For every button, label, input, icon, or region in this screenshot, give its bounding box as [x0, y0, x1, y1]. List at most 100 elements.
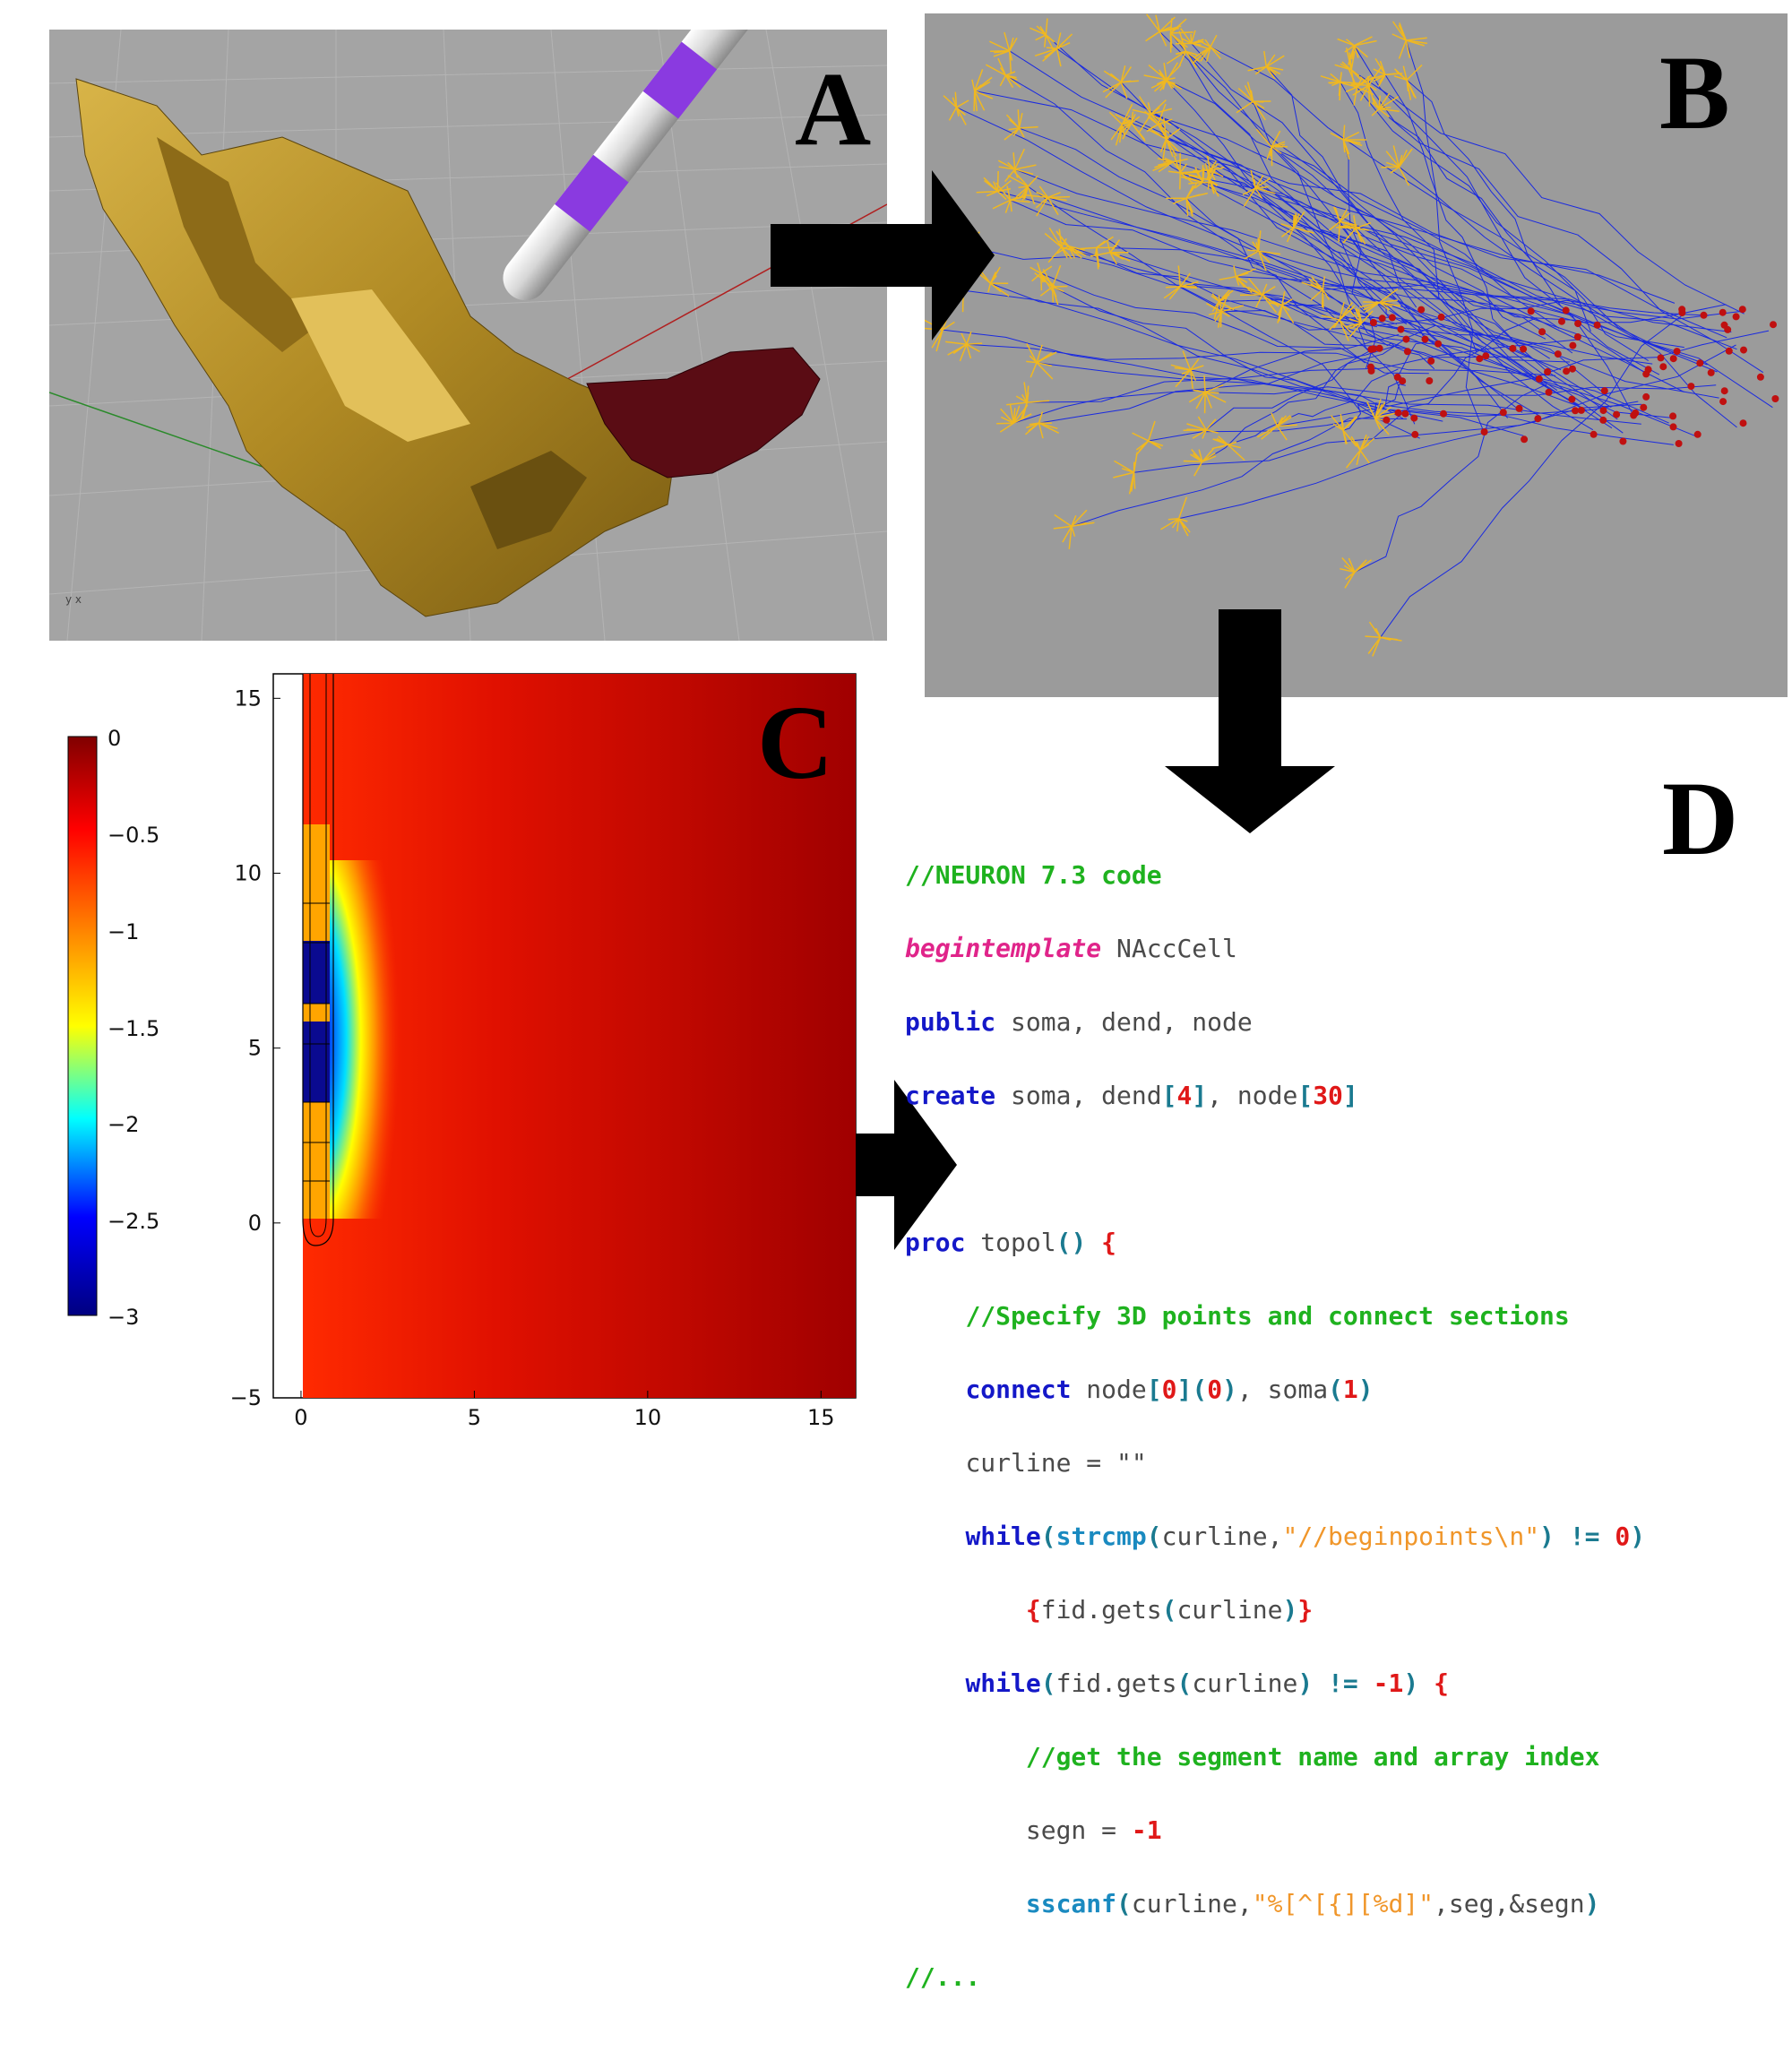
dendrite-branch [1266, 55, 1275, 66]
axon-path [1381, 316, 1682, 638]
dendrite-branch [972, 80, 975, 91]
axon-path [1039, 345, 1400, 423]
axon-terminal [1701, 312, 1708, 319]
dendrite-branch [1240, 295, 1262, 296]
dendrite-branch [1013, 152, 1015, 169]
dendrite-branch [1133, 433, 1149, 441]
x-tick-label: 10 [634, 1405, 662, 1430]
code-paren: () [1056, 1228, 1087, 1257]
axis-triad-label: y x [65, 593, 82, 606]
colorbar-tick-6: −3 [108, 1305, 139, 1330]
dendrite-branch [1115, 461, 1134, 472]
dendrite-branch [1400, 40, 1407, 58]
panel-d-code: D //NEURON 7.3 code begintemplate NAccCe… [905, 820, 1792, 1434]
dendrite-branch [1247, 250, 1258, 251]
panel-b-viewport: B [925, 13, 1788, 697]
axon-path [1357, 87, 1648, 361]
code-string: "//beginpoints\n" [1282, 1522, 1539, 1551]
axon-terminal [1726, 348, 1733, 355]
dendrite-branch [1015, 165, 1037, 169]
x-tick-label: 5 [468, 1405, 481, 1430]
code-operator: != [1328, 1668, 1358, 1698]
dendrite-branch [1000, 423, 1013, 432]
axon-terminal [1370, 319, 1377, 326]
dendrite-branch [1210, 35, 1217, 47]
axon-terminal [1642, 370, 1650, 377]
axon-terminal [1740, 419, 1747, 427]
axon-terminal [1733, 313, 1740, 320]
code-number: 0 [1207, 1375, 1222, 1404]
dendrite-branch [1347, 87, 1357, 91]
dendrite-branch [1036, 35, 1047, 40]
code-keyword: proc [905, 1228, 965, 1257]
code-line: begintemplate NAccCell [905, 930, 1645, 967]
dendrite-arbor [1243, 170, 1275, 207]
code-text: ,seg,&segn [1434, 1889, 1585, 1918]
axon-terminal [1555, 350, 1562, 358]
dendrite-branch [1134, 472, 1135, 488]
dendrite-branch [1168, 519, 1179, 520]
dendrite-branch [1209, 170, 1210, 180]
dendrite-branch [1149, 421, 1155, 441]
axon-terminal [1619, 438, 1626, 445]
dendrite-branch [1228, 442, 1236, 444]
dendrite-arbor [1030, 19, 1054, 51]
code-line: {fid.gets(curline)} [905, 1591, 1645, 1628]
dendrite-branch [1271, 413, 1277, 426]
code-text: curline = "" [965, 1448, 1146, 1478]
code-line-blank [905, 1151, 1645, 1187]
dendrite-arbor [1151, 63, 1179, 91]
axon-terminal [1574, 320, 1581, 327]
axon-terminal [1642, 393, 1650, 401]
axon-terminal [1669, 412, 1676, 419]
dendrite-branch [1221, 312, 1229, 316]
axon-path [975, 91, 1675, 304]
axon-terminal [1640, 404, 1647, 411]
axon-path [1180, 173, 1647, 375]
dendrite-arbor [1394, 65, 1422, 100]
arrow-a-to-b [771, 170, 995, 341]
dendrite-branch [1010, 200, 1012, 211]
code-keyword: public [905, 1007, 995, 1037]
dendrite-branch [1345, 573, 1355, 589]
dendrite-branch [1004, 128, 1020, 140]
code-comment: //Specify 3D points and connect sections [965, 1301, 1569, 1331]
dendrite-arbor [1184, 448, 1216, 476]
dendrite-branch [1340, 72, 1341, 82]
code-text: , soma [1237, 1375, 1328, 1404]
code-line: sscanf(curline,"%[^[{][%d]",seg,&segn) [905, 1885, 1645, 1922]
dendrite-arbor [1372, 93, 1400, 116]
dendrite-branch [1046, 19, 1047, 35]
dendrite-arbor [1302, 277, 1330, 309]
axon-terminal [1613, 411, 1620, 418]
axon-terminal [1563, 367, 1570, 375]
dendrite-branch [1342, 420, 1343, 431]
code-keyword: while [965, 1668, 1040, 1698]
axon-terminal [1440, 410, 1447, 418]
arrow-b-to-d [1165, 609, 1344, 833]
brain-electrode-render: y x [49, 30, 887, 641]
dendrite-branch [1219, 277, 1236, 280]
code-line: curline = "" [905, 1444, 1645, 1481]
dendrite-branch [1006, 402, 1027, 405]
axon-terminal [1719, 398, 1727, 405]
axon-terminal [1367, 346, 1374, 353]
code-keyword: create [905, 1081, 995, 1110]
code-brace: { [1101, 1228, 1116, 1257]
dendrite-branch [1053, 287, 1054, 302]
axon-terminal [1630, 412, 1637, 419]
dendrite-branch [1194, 461, 1202, 476]
dendrite-arbor [943, 92, 969, 125]
dendrite-arbor [1381, 145, 1412, 185]
dendrite-branch [1160, 519, 1178, 530]
dendrite-branch [945, 341, 967, 344]
colorbar-tick-1: −0.5 [108, 823, 159, 848]
y-tick-label: −5 [230, 1385, 262, 1410]
axon-terminal [1426, 377, 1433, 384]
dendrite-branch [1090, 253, 1110, 256]
colorbar-tick-3: −1.5 [108, 1016, 159, 1041]
code-function: strcmp [1056, 1522, 1147, 1551]
dendrite-arbor [1248, 51, 1285, 79]
code-line: //Specify 3D points and connect sections [905, 1297, 1645, 1334]
